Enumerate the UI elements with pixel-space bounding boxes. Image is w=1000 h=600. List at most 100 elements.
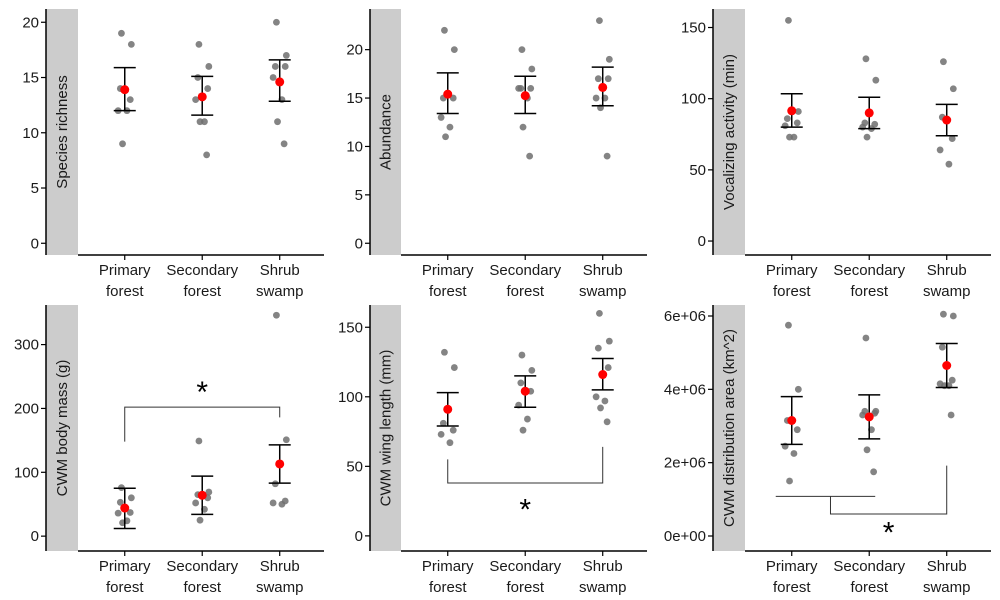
y-axis-label: Vocalizing activity (min) [721, 54, 738, 210]
panel-vocalizing-activity: Vocalizing activity (min) 0 50 100 150 Primar… [681, 9, 991, 300]
data-point [862, 334, 870, 342]
data-point [783, 115, 791, 123]
data-point [863, 133, 871, 141]
y-tick-label: 15 [22, 70, 39, 87]
data-point [785, 321, 792, 329]
data-point [793, 426, 801, 434]
mean-point [598, 82, 608, 92]
y-tick-label: 0 [355, 528, 363, 545]
data-point [859, 411, 867, 419]
data-point [203, 151, 211, 159]
data-point [948, 135, 956, 142]
mean-point [120, 85, 130, 95]
x-tick-label: Secondary [489, 558, 561, 575]
data-point [518, 46, 526, 54]
data-point [528, 366, 536, 374]
data-point [940, 310, 947, 318]
mean-point [275, 459, 285, 469]
data-point [274, 118, 281, 126]
x-tick-label: swamp [923, 579, 971, 596]
y-tick-label: 20 [346, 42, 363, 59]
x-tick-label: forest [506, 579, 544, 596]
data-point [192, 499, 200, 507]
data-point [936, 146, 944, 154]
mean-point [443, 404, 453, 414]
mean-point [787, 106, 797, 116]
data-point [786, 133, 793, 141]
data-point [282, 436, 290, 444]
x-tick-label: forest [106, 579, 144, 596]
data-point [596, 309, 603, 317]
data-point [518, 351, 526, 359]
y-tick-label: 0 [355, 235, 363, 252]
y-tick-label: 2e+06 [664, 455, 706, 472]
data-point [441, 26, 448, 34]
x-tick-label: Shrub [927, 262, 967, 279]
x-tick-label: Shrub [583, 262, 623, 279]
x-tick-label: forest [773, 579, 811, 596]
y-tick-label: 0 [698, 233, 706, 250]
data-point [442, 133, 449, 141]
data-point [604, 75, 612, 83]
ylabel-strip [46, 9, 78, 255]
panel-cwm-distribution-area: CWM distribution area (km^2) 0e+00 2e+06 4e… [664, 305, 991, 596]
mean-point [864, 412, 874, 422]
y-tick-label: 20 [22, 14, 39, 31]
data-point [119, 140, 126, 148]
data-point [280, 140, 288, 148]
y-tick-label: 200 [14, 400, 39, 417]
data-point [528, 65, 536, 73]
data-point [870, 468, 878, 476]
data-point [605, 55, 613, 63]
panel-cwm-wing-length: CWM wing length (mm) 0 50 100 150 Primary fore… [338, 305, 647, 596]
data-point [793, 119, 801, 127]
significance-bracket [829, 465, 948, 515]
data-point [126, 509, 134, 516]
y-tick-label: 0 [31, 528, 39, 545]
y-tick-label: 0 [31, 235, 39, 252]
mean-point [443, 89, 453, 99]
data-point [524, 415, 531, 423]
x-tick-label: forest [506, 283, 544, 300]
data-point [450, 46, 458, 54]
x-tick-label: Shrub [260, 262, 300, 279]
panel-cwm-body-mass: CWM body mass (g) 0 100 200 300 Primary forest… [14, 305, 324, 596]
data-point [519, 123, 527, 131]
significance-bracket [447, 446, 604, 484]
data-point [449, 426, 457, 434]
data-point [592, 393, 600, 401]
data-point [601, 397, 609, 405]
data-point [446, 123, 454, 131]
x-tick-label: Shrub [927, 558, 967, 575]
y-tick-label: 100 [338, 389, 363, 406]
y-axis-label: Abundance [378, 94, 395, 170]
data-point [441, 348, 448, 356]
mean-point [197, 92, 207, 102]
data-point [127, 40, 135, 48]
mean-point [787, 416, 797, 425]
y-tick-label: 15 [346, 90, 363, 107]
x-tick-label: Secondary [833, 558, 905, 575]
x-tick-label: swamp [256, 283, 304, 300]
data-point [205, 63, 213, 70]
x-tick-label: Secondary [489, 262, 561, 279]
data-point [282, 52, 290, 59]
data-point [196, 516, 204, 524]
x-tick-label: Primary [422, 558, 474, 575]
data-point [594, 75, 602, 83]
data-point [947, 411, 955, 419]
y-tick-label: 4e+06 [664, 381, 706, 398]
mean-point [520, 91, 530, 101]
significance-bracket [124, 406, 281, 442]
data-point [515, 84, 523, 92]
data-point [872, 76, 880, 84]
data-point [269, 74, 277, 81]
data-point [273, 311, 280, 319]
data-point [195, 40, 203, 48]
data-point [794, 108, 802, 115]
data-point [592, 94, 600, 102]
y-tick-label: 50 [346, 458, 363, 475]
ylabel-strip [370, 9, 401, 255]
y-axis-label: CWM body mass (g) [54, 360, 71, 497]
